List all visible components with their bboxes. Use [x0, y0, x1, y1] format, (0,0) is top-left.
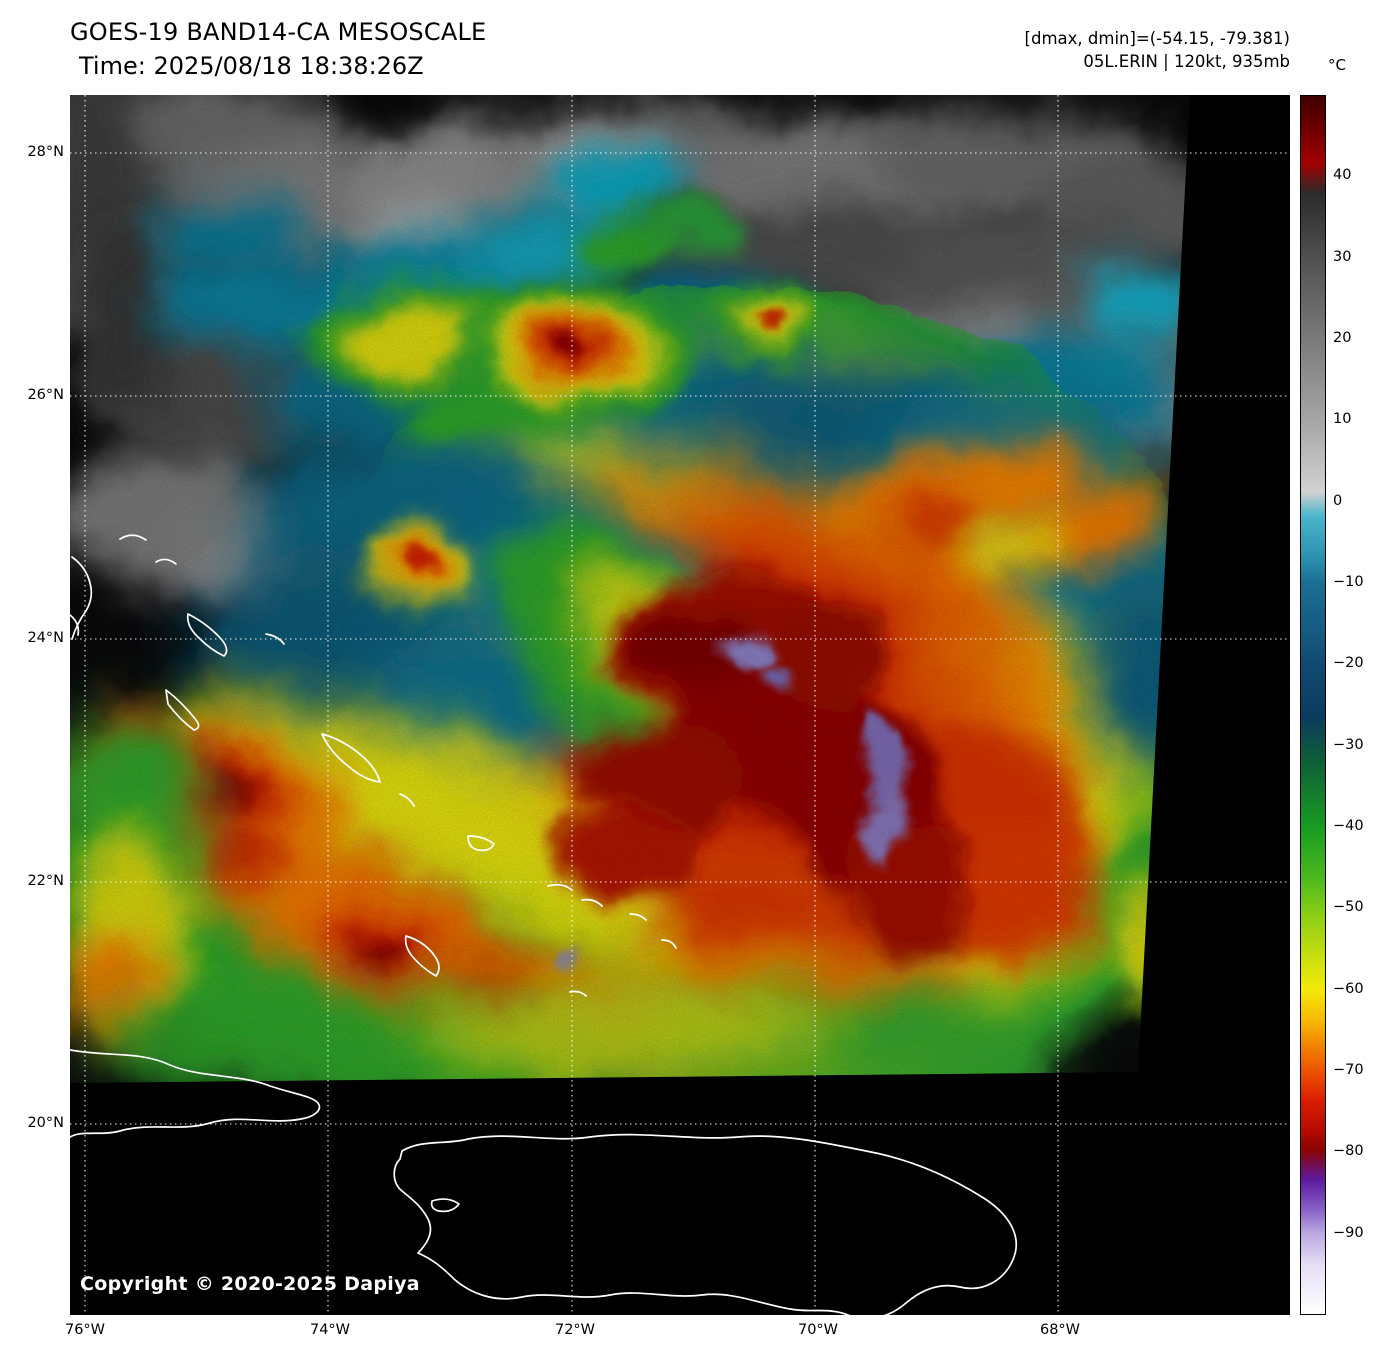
colorbar-tick: 20 [1333, 330, 1352, 346]
lon-label: 68°W [1039, 1322, 1081, 1338]
colorbar-tick: −10 [1333, 574, 1364, 590]
copyright-label: Copyright © 2020-2025 Dapiya [80, 1273, 420, 1295]
lat-label: 20°N [27, 1115, 64, 1131]
colorbar-tick: 0 [1333, 493, 1343, 509]
colorbar-tick: 40 [1333, 167, 1352, 183]
page-title: GOES-19 BAND14-CA MESOSCALE [70, 18, 487, 46]
coastline-bahamas [70, 534, 677, 997]
annotation-block: [dmax, dmin]=(-54.15, -79.381) 05L.ERIN … [1025, 27, 1290, 73]
lon-label: 74°W [309, 1322, 351, 1338]
coastline-cuba [70, 1049, 321, 1138]
scan-sector [70, 95, 1190, 1083]
colorbar-tick: −70 [1333, 1062, 1364, 1078]
colorbar-tick: −60 [1333, 981, 1364, 997]
colorbar-tick: −90 [1333, 1225, 1364, 1241]
colorbar-tick: −80 [1333, 1143, 1364, 1159]
lat-label: 24°N [27, 630, 64, 646]
satellite-image [70, 95, 1290, 1315]
colorbar-tick: −20 [1333, 655, 1364, 671]
colorbar-tick: −40 [1333, 818, 1364, 834]
lat-label: 22°N [27, 873, 64, 889]
lon-label: 76°W [64, 1322, 106, 1338]
dmax-dmin-label: [dmax, dmin]=(-54.15, -79.381) [1024, 29, 1290, 48]
lon-label: 72°W [554, 1322, 596, 1338]
island-gonave [430, 1198, 460, 1213]
colorbar-tick: 30 [1333, 249, 1352, 265]
coastlines [70, 534, 1018, 1315]
lon-label: 70°W [797, 1322, 839, 1338]
colorbar-tick: 10 [1333, 411, 1352, 427]
coastline-hispaniola [393, 1133, 1018, 1315]
colorbar [1300, 95, 1326, 1315]
storm-info-label: 05L.ERIN | 120kt, 935mb [1083, 52, 1290, 71]
lat-label: 26°N [27, 387, 64, 403]
lat-label: 28°N [27, 144, 64, 160]
timestamp: Time: 2025/08/18 18:38:26Z [79, 52, 424, 80]
colorbar-unit-label: °C [1328, 56, 1346, 74]
satellite-map: Copyright © 2020-2025 Dapiya [70, 95, 1290, 1315]
colorbar-tick: −50 [1333, 899, 1364, 915]
colorbar-tick: −30 [1333, 737, 1364, 753]
grid-lines [70, 95, 1290, 1315]
